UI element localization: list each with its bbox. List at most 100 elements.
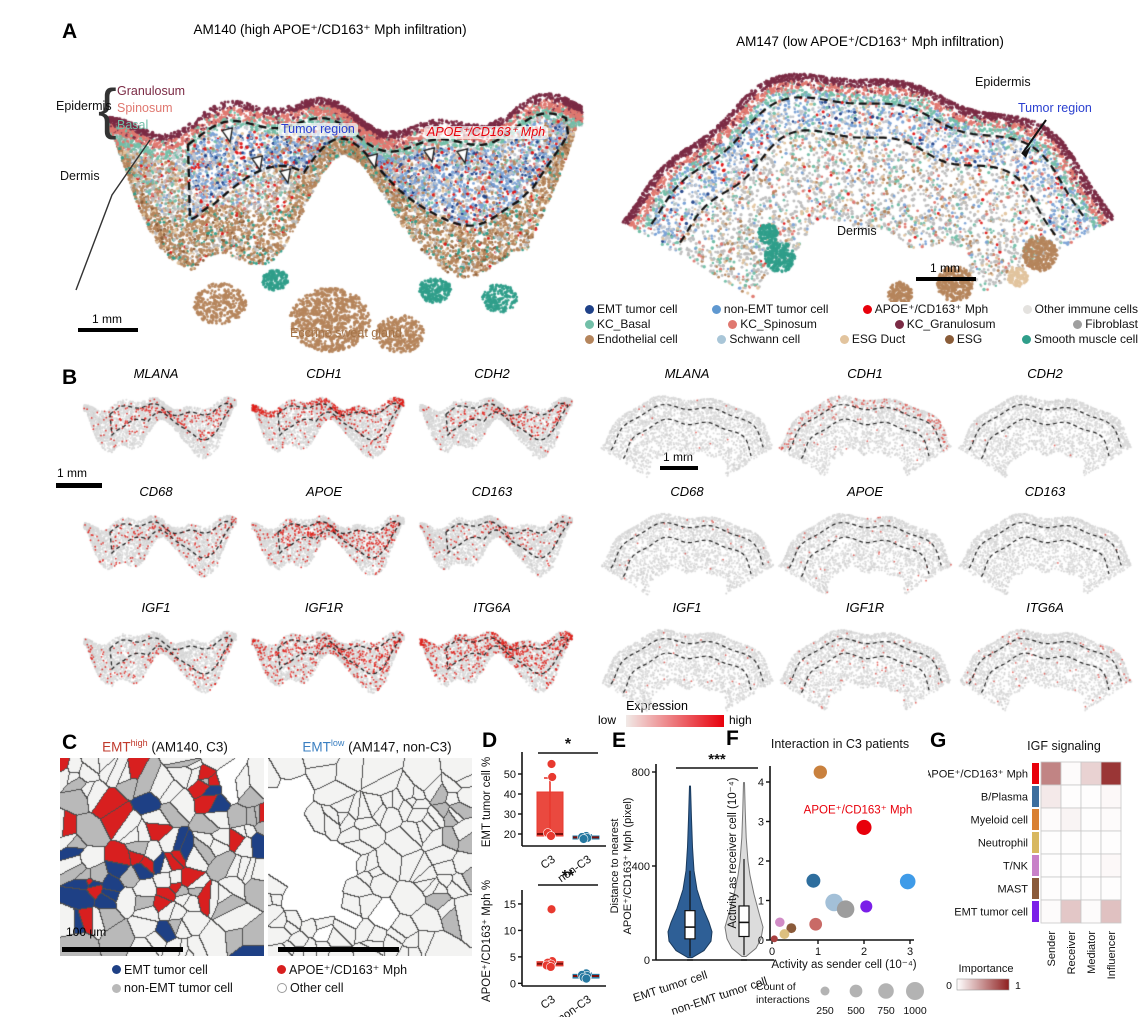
- gene-map-title: ITG6A: [1026, 600, 1064, 615]
- panelC-legend: EMT tumor cell APOE⁺/CD163⁺ Mph non-EMT tu…: [112, 962, 482, 995]
- legend-swatch-icon: [112, 983, 121, 993]
- legend-swatch-icon: [585, 334, 594, 344]
- svg-text:500: 500: [847, 1005, 865, 1017]
- legend-item: non-EMT tumor cell: [711, 302, 828, 316]
- panelC-left-title: EMThigh (AM140, C3): [102, 738, 228, 755]
- gene-expression-map: [408, 502, 576, 597]
- gene-map-title: IGF1: [141, 600, 171, 615]
- legend-label: ESG: [956, 332, 983, 346]
- svg-text:40: 40: [504, 789, 516, 801]
- panelA-left-title: AM140 (high APOE⁺/CD163⁺ Mph infiltratio…: [193, 22, 467, 37]
- expression-low-label: low: [598, 713, 617, 727]
- legend-label: non-EMT tumor cell: [124, 981, 233, 995]
- legend-item: KC_Granulosum: [894, 317, 996, 331]
- gene-expression-map: [956, 618, 1134, 713]
- legend-item: Other immune cells: [1022, 302, 1138, 316]
- svg-text:250: 250: [816, 1005, 834, 1017]
- tissue-map-am140: [70, 48, 595, 358]
- panel-letter-g: G: [930, 729, 947, 752]
- legend-swatch-icon: [1021, 334, 1031, 344]
- gene-expression-map: [598, 618, 776, 713]
- svg-text:interactions: interactions: [756, 994, 810, 1006]
- tissue-map-am147: [600, 62, 1140, 302]
- heatmap-panel-g: IGF signaling APOE⁺/CD163⁺ Mph B/Plasma Mye…: [928, 739, 1122, 992]
- svg-text:2: 2: [758, 856, 764, 868]
- scalebar-c-right: [278, 947, 399, 952]
- panel-letter-b: B: [62, 366, 78, 389]
- panelA-right-title: AM147 (low APOE⁺/CD163⁺ Mph infiltration…: [736, 34, 1004, 49]
- panel-letter-a: A: [62, 20, 78, 43]
- gene-map-title: CDH2: [1027, 366, 1063, 381]
- gene-map-title: CD68: [139, 484, 173, 499]
- legend-label: KC_Basal: [597, 317, 651, 331]
- scalebar-am140: [78, 328, 138, 332]
- svg-text:**: **: [562, 868, 575, 885]
- svg-text:10: 10: [504, 925, 516, 937]
- scalebar-label-c: 100 μm: [66, 925, 107, 939]
- cell-segmentation-map-am147: [268, 758, 472, 956]
- legend-label: Smooth muscle cell: [1033, 332, 1138, 346]
- cell-segmentation-map-am140: [60, 758, 264, 956]
- svg-text:5: 5: [510, 952, 516, 964]
- svg-text:IGF signaling: IGF signaling: [1027, 739, 1101, 753]
- legend-swatch-icon: [711, 304, 721, 314]
- mph-label-left: APOE⁺/CD163⁺ Mph: [424, 125, 549, 140]
- legend-swatch-icon: [277, 965, 286, 974]
- legend-label: Fibroblast: [1085, 317, 1138, 331]
- expression-colorbar: [626, 715, 724, 727]
- panelC-legend-item: non-EMT tumor cell: [112, 981, 277, 995]
- svg-text:4: 4: [758, 777, 764, 789]
- tumor-region-label-right: Tumor region: [1018, 101, 1092, 115]
- legend-label: APOE⁺/CD163⁺ Mph: [289, 963, 408, 977]
- gene-expression-map: [776, 618, 954, 713]
- gene-expression-map: [72, 384, 240, 479]
- legend-item: EMT tumor cell: [585, 302, 677, 316]
- svg-text:APOE⁺/CD163⁺ Mph (pixel): APOE⁺/CD163⁺ Mph (pixel): [622, 798, 634, 935]
- legend-swatch-icon: [1022, 304, 1032, 314]
- svg-text:800: 800: [632, 767, 650, 779]
- legend-item: APOE⁺/CD163⁺ Mph: [862, 302, 989, 316]
- svg-text:C3: C3: [539, 854, 558, 872]
- gene-map-title: ITG6A: [473, 600, 511, 615]
- legend-label: Endothelial cell: [597, 332, 678, 346]
- legend-item: ESG Duct: [839, 332, 905, 346]
- svg-text:1: 1: [1015, 980, 1021, 992]
- svg-text:15: 15: [504, 899, 516, 911]
- svg-text:50: 50: [504, 769, 516, 781]
- gene-expression-map: [72, 618, 240, 713]
- gene-map-title: CD163: [471, 484, 513, 499]
- panel-letter-e: E: [612, 729, 627, 752]
- gene-map-title: APOE: [305, 484, 343, 499]
- gene-map-title: CDH1: [306, 366, 342, 381]
- bubble-scatter-panel-f: Interaction in C3 patients 0 1 2 3 0 1 2 3 4 APOE⁺…: [727, 737, 927, 1017]
- svg-text:Activity as sender cell (10⁻⁴): Activity as sender cell (10⁻⁴): [771, 959, 916, 971]
- gene-expression-map: [240, 502, 408, 597]
- legend-row: KC_Basal KC_Spinosum KC_Granulosum Fibrobla…: [585, 317, 1138, 331]
- legend-label: KC_Granulosum: [906, 317, 996, 331]
- svg-text:Distance to nearest: Distance to nearest: [609, 819, 621, 914]
- panelC-right-title: EMTlow (AM147, non-C3): [302, 738, 452, 755]
- gene-map-title: IGF1: [672, 600, 702, 615]
- gene-expression-map: [72, 502, 240, 597]
- legend-swatch-icon: [717, 334, 727, 344]
- dermis-label-right: Dermis: [837, 224, 877, 238]
- legend-label: EMT tumor cell: [597, 302, 678, 316]
- svg-text:400: 400: [632, 861, 650, 873]
- legend-item: KC_Basal: [585, 317, 650, 331]
- svg-text:1: 1: [815, 946, 821, 958]
- legend-row: EMT tumor cell non-EMT tumor cell APOE⁺/CD…: [585, 302, 1138, 316]
- svg-text:1000: 1000: [903, 1005, 927, 1017]
- gene-map-title: CD163: [1024, 484, 1066, 499]
- legend-label: EMT tumor cell: [124, 962, 208, 977]
- legend-label: APOE⁺/CD163⁺ Mph: [874, 302, 989, 316]
- svg-text:*: *: [565, 736, 572, 753]
- svg-text:Activity as receiver cell (10⁻: Activity as receiver cell (10⁻⁴): [727, 777, 739, 928]
- legend-item: Schwann cell: [717, 332, 800, 346]
- gene-expression-map: [956, 384, 1134, 479]
- svg-text:EMT tumor cell: EMT tumor cell: [954, 907, 1028, 919]
- legend-label: KC_Spinosum: [740, 317, 817, 331]
- expression-high-label: high: [729, 713, 752, 727]
- svg-text:Count of: Count of: [756, 981, 796, 993]
- legend-item: KC_Spinosum: [728, 317, 817, 331]
